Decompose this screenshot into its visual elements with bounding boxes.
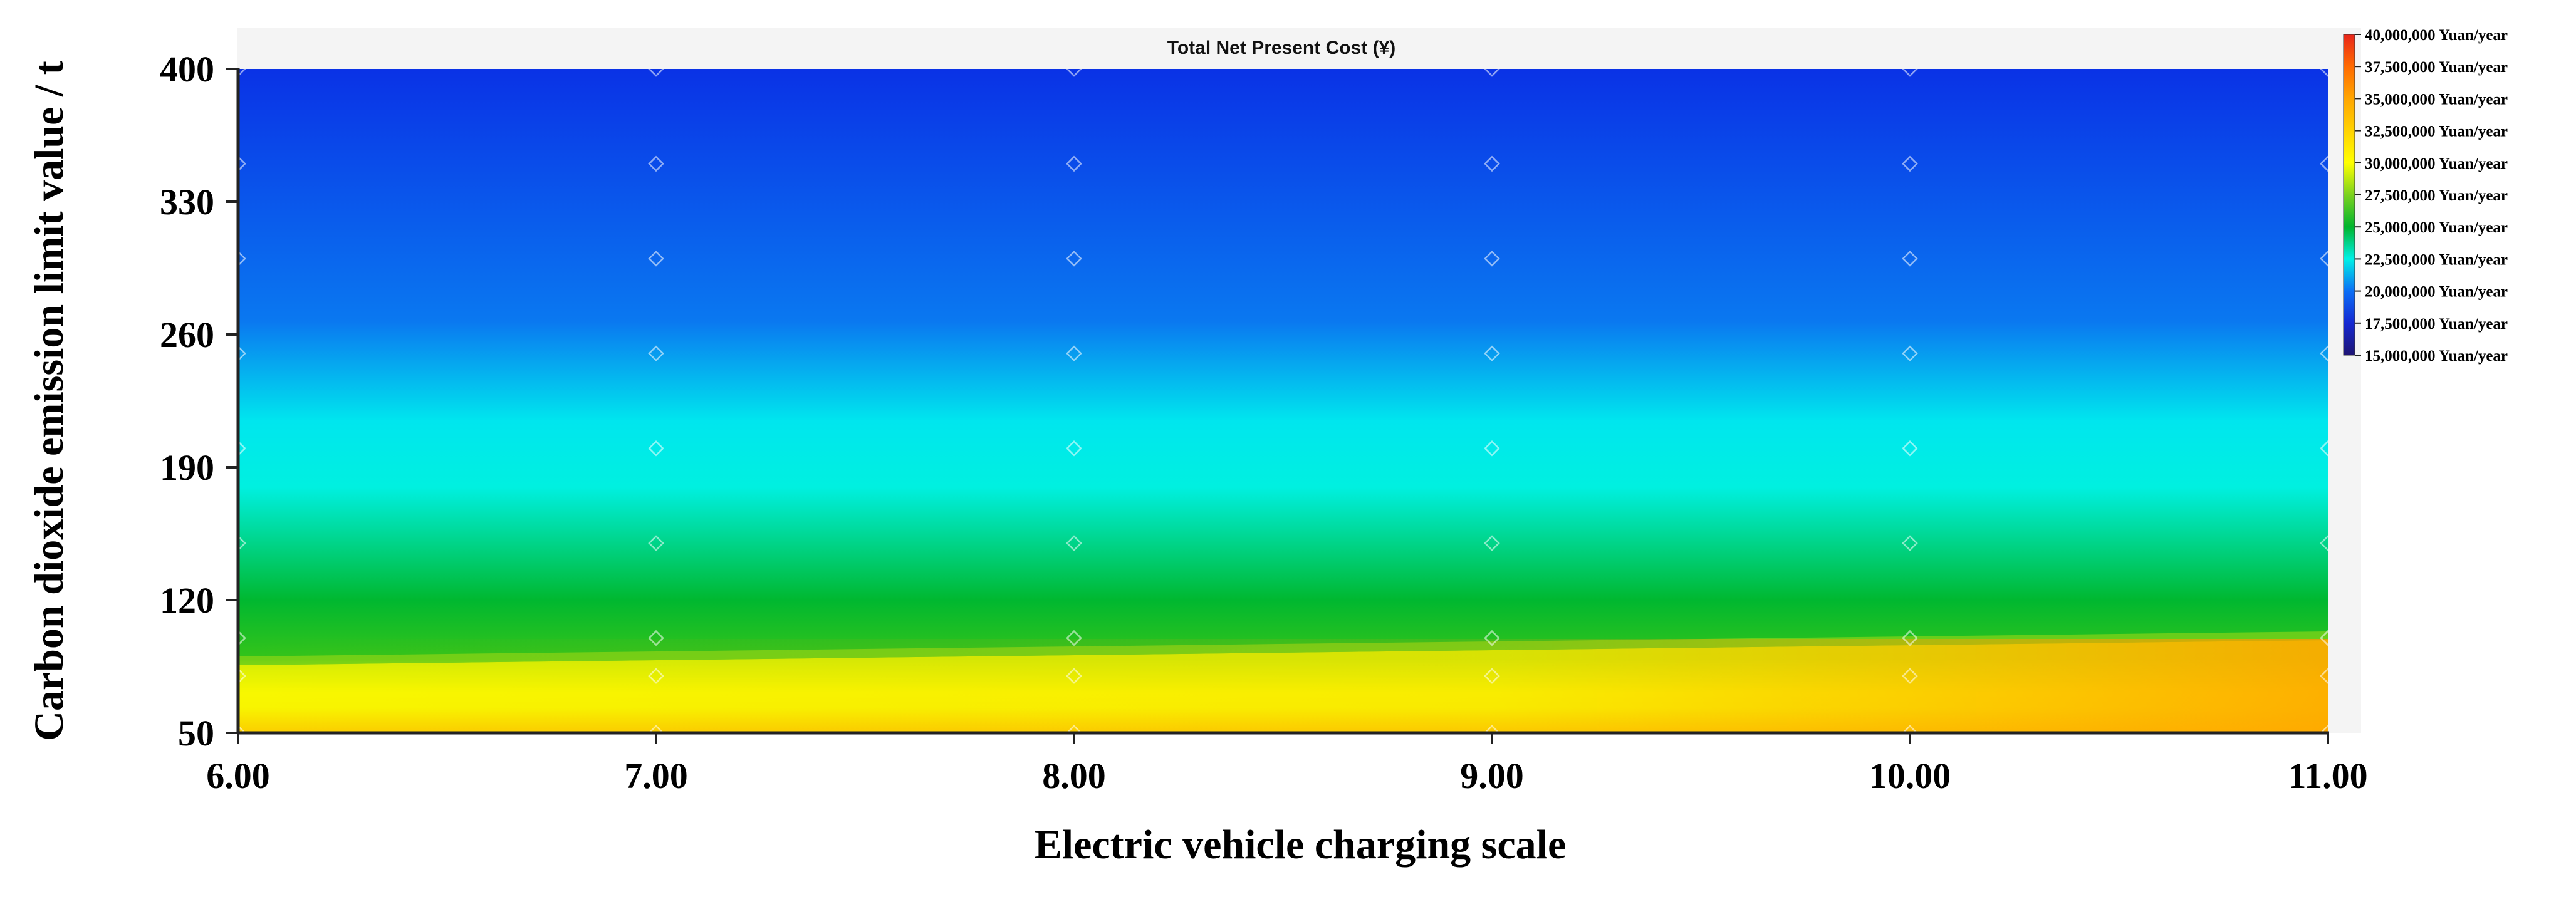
sample-point-marker: [1902, 155, 1918, 172]
sample-point-marker: [2320, 535, 2328, 551]
sample-point-marker: [1484, 535, 1500, 551]
sample-point-marker: [238, 155, 246, 172]
sample-point-marker: [1902, 69, 1918, 77]
y-axis-title: Carbon dioxide emission limit value / t: [26, 61, 72, 740]
x-tick-label: 11.00: [2288, 755, 2367, 796]
sample-point-marker: [1902, 725, 1918, 733]
legend-label: 20,000,000 Yuan/year: [2365, 284, 2508, 301]
sample-point-marker: [1902, 535, 1918, 551]
sample-point-marker: [2320, 440, 2328, 457]
y-tick-label: 120: [160, 580, 214, 621]
sample-point-marker: [648, 345, 664, 362]
sample-point-marker: [2320, 251, 2328, 267]
sample-point-marker: [1484, 630, 1500, 646]
sample-point-marker: [1066, 668, 1082, 684]
sample-point-marker: [1066, 440, 1082, 457]
sample-point-marker: [2320, 345, 2328, 362]
sample-point-marker: [648, 630, 664, 646]
legend-label: 25,000,000 Yuan/year: [2365, 219, 2508, 236]
legend-label: 30,000,000 Yuan/year: [2365, 155, 2508, 172]
sample-point-marker: [1066, 725, 1082, 733]
sample-point-marker: [648, 725, 664, 733]
sample-point-marker: [1484, 155, 1500, 172]
y-tick-label: 50: [178, 713, 214, 754]
sample-point-marker: [648, 69, 664, 77]
sample-point-marker: [1484, 69, 1500, 77]
sample-point-marker: [238, 535, 246, 551]
sample-point-marker: [648, 440, 664, 457]
sample-point-marker: [1484, 345, 1500, 362]
x-tick-label: 8.00: [1042, 755, 1106, 796]
legend-label: 22,500,000 Yuan/year: [2365, 251, 2508, 268]
sample-point-marker: [1902, 630, 1918, 646]
sample-point-marker: [1066, 251, 1082, 267]
x-tick-label: 9.00: [1460, 755, 1524, 796]
sample-point-marker: [238, 630, 246, 646]
heatmap-field: [238, 69, 2328, 733]
legend-label: 35,000,000 Yuan/year: [2365, 91, 2508, 108]
sample-point-marker: [238, 668, 246, 684]
sample-point-marker: [1484, 725, 1500, 733]
sample-point-marker: [2320, 155, 2328, 172]
color-scale-bar: [2343, 34, 2355, 356]
x-tick-label: 7.00: [624, 755, 688, 796]
y-tick-label: 330: [160, 182, 214, 222]
color-scale-legend: 40,000,000 Yuan/year 37,500,000 Yuan/year…: [2343, 27, 2508, 365]
sample-point-marker: [2320, 668, 2328, 684]
sample-point-marker: [1066, 155, 1082, 172]
legend-label: 15,000,000 Yuan/year: [2365, 348, 2508, 365]
sample-point-marker: [1066, 535, 1082, 551]
sample-point-marker: [1066, 630, 1082, 646]
heatmap-bottom-fade: [238, 708, 2328, 733]
legend-label: 37,500,000 Yuan/year: [2365, 59, 2508, 76]
sample-point-marker: [1066, 345, 1082, 362]
sample-point-marker: [238, 440, 246, 457]
x-tick-label: 10.00: [1869, 755, 1951, 796]
sample-point-marker: [238, 725, 246, 733]
y-tick-label: 190: [160, 447, 214, 488]
sample-point-marker: [1902, 251, 1918, 267]
x-axis-title: Electric vehicle charging scale: [1035, 822, 1567, 868]
sample-point-marker: [1902, 668, 1918, 684]
sample-point-marker: [648, 251, 664, 267]
legend-label: 17,500,000 Yuan/year: [2365, 316, 2508, 333]
sample-point-marker: [648, 155, 664, 172]
sample-point-marker: [2320, 725, 2328, 733]
sample-point-marker: [648, 535, 664, 551]
legend-label: 32,500,000 Yuan/year: [2365, 123, 2508, 140]
sample-point-marker: [2320, 630, 2328, 646]
sample-point-marker: [1902, 440, 1918, 457]
sample-point-marker: [1902, 345, 1918, 362]
legend-label: 40,000,000 Yuan/year: [2365, 27, 2508, 44]
sample-point-marker: [1066, 69, 1082, 77]
sample-point-marker: [238, 251, 246, 267]
sample-point-marker: [648, 668, 664, 684]
chart-title: Total Net Present Cost (¥): [1167, 38, 1396, 58]
legend-label: 27,500,000 Yuan/year: [2365, 187, 2508, 204]
y-tick-label: 260: [160, 314, 214, 355]
sample-point-marker: [1484, 251, 1500, 267]
sample-point-marker: [238, 345, 246, 362]
sample-point-marker: [1484, 668, 1500, 684]
sample-point-marker: [1484, 440, 1500, 457]
x-tick-label: 6.00: [206, 755, 270, 796]
y-tick-label: 400: [160, 49, 214, 90]
